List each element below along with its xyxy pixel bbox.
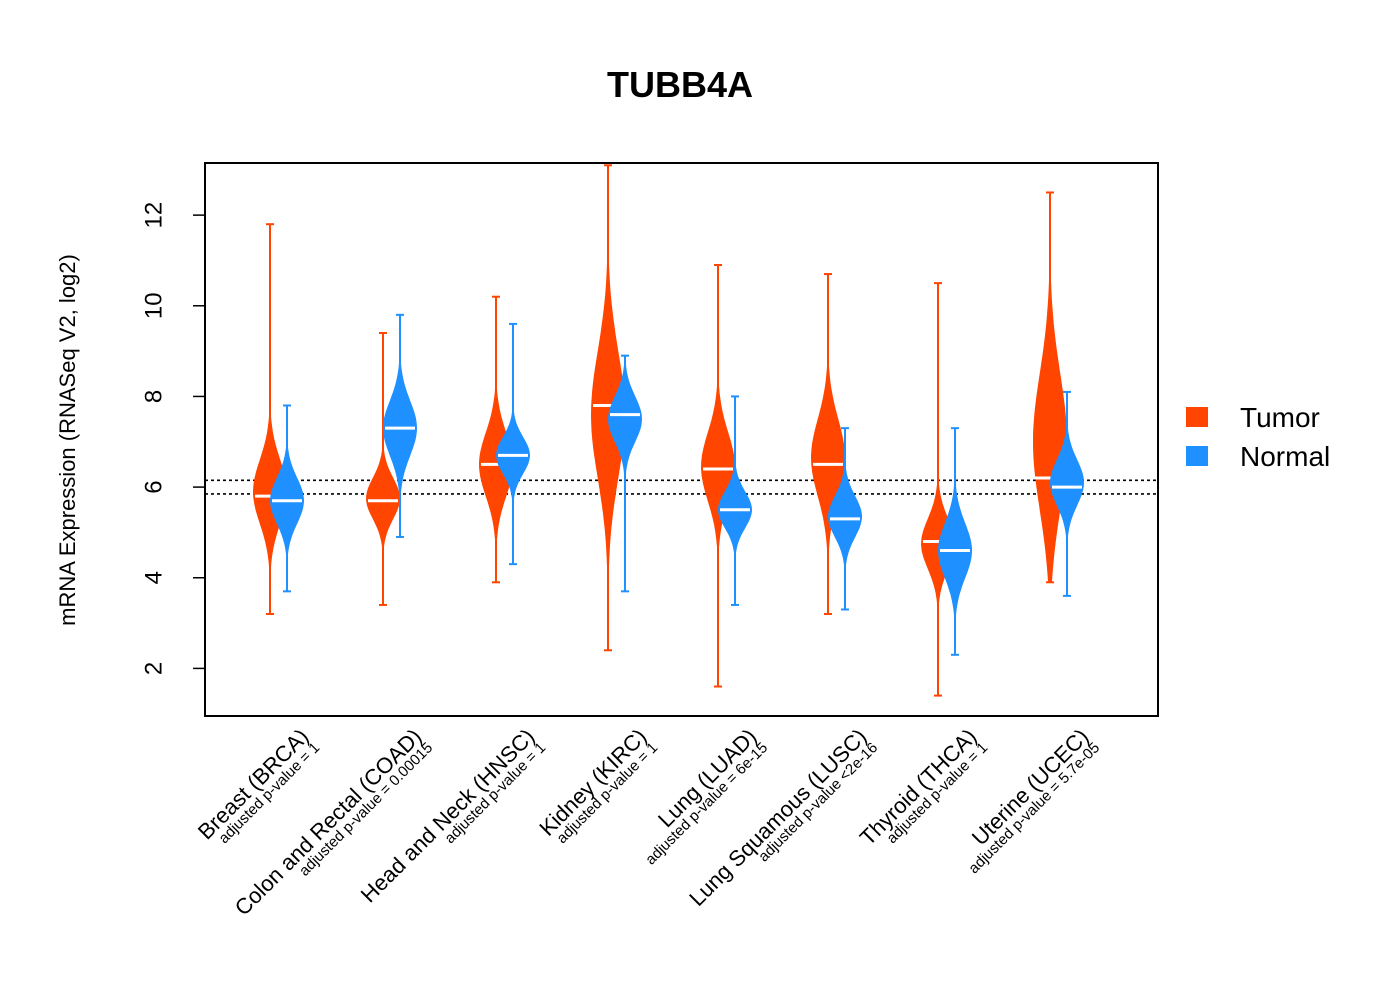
violin-body <box>366 333 400 605</box>
category-label: Breast (BRCA) <box>193 724 314 845</box>
plot-frame <box>204 162 1159 717</box>
violin-tumor-4 <box>701 263 735 688</box>
y-tick-label: 12 <box>140 202 167 229</box>
y-tick-label: 4 <box>140 571 167 584</box>
legend-label-normal: Normal <box>1240 441 1330 472</box>
violin-body <box>811 274 845 614</box>
violin-tumor-0 <box>253 223 287 616</box>
violin-normal-7 <box>1050 390 1084 597</box>
violin-body <box>591 165 625 651</box>
violin-body <box>1033 192 1067 583</box>
violin-tumor-5 <box>811 273 845 616</box>
violin-normal-2 <box>496 322 530 566</box>
y-tick-label: 10 <box>140 292 167 319</box>
violin-body <box>496 323 530 565</box>
violins <box>253 164 1084 697</box>
reference-lines <box>205 479 1158 495</box>
violin-tumor-7 <box>1033 191 1067 584</box>
category-label: Thyroid (THCA) <box>855 724 982 851</box>
violin-body <box>1050 391 1084 596</box>
violin-normal-3 <box>608 354 642 593</box>
category-label: Kidney (KIRC) <box>534 724 651 841</box>
y-tick-label: 6 <box>140 480 167 493</box>
legend-swatch-normal <box>1186 446 1208 466</box>
category-label: Lung (LUAD) <box>653 724 761 832</box>
violin-body <box>270 405 304 592</box>
violin-normal-4 <box>718 395 752 606</box>
y-tick-label: 8 <box>140 390 167 403</box>
chart-title: TUBB4A <box>607 64 753 105</box>
violin-body <box>383 314 417 537</box>
violin-normal-0 <box>270 404 304 593</box>
legend-label-tumor: Tumor <box>1240 402 1320 433</box>
violin-body <box>938 428 972 655</box>
category-label: Uterine (UCEC) <box>967 724 1094 851</box>
violin-normal-5 <box>828 427 862 611</box>
violin-body <box>701 265 735 687</box>
violin-body <box>921 283 955 696</box>
violin-normal-6 <box>938 427 972 656</box>
category-label: Lung Squamous (LUSC) <box>684 724 871 911</box>
y-axis: 2 4 6 8 10 12 <box>140 202 206 675</box>
p-value-label: adjusted p-value = 5.7e-05 <box>965 739 1103 877</box>
violin-tumor-6 <box>921 282 955 697</box>
y-axis-label: mRNA Expression (RNASeq V2, log2) <box>55 254 80 626</box>
violin-body <box>479 296 513 583</box>
legend-swatch-tumor <box>1186 407 1208 427</box>
category-label: Colon and Rectal (COAD) <box>230 724 427 921</box>
violin-normal-1 <box>383 313 417 538</box>
legend: Tumor Normal <box>1186 402 1330 472</box>
y-tick-label: 2 <box>140 662 167 675</box>
violin-tumor-1 <box>366 331 400 606</box>
violin-body <box>718 396 752 605</box>
